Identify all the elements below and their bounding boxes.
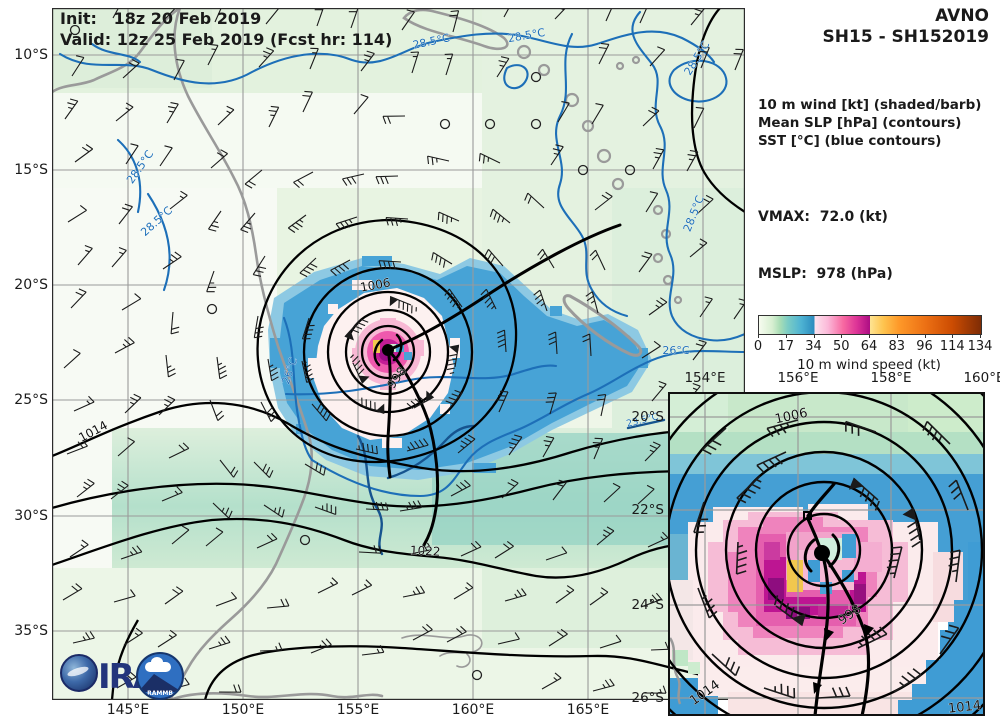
colorbar-tickmark xyxy=(758,334,759,338)
wind-colorbar xyxy=(758,315,982,335)
colorbar-tick-label: 64 xyxy=(860,339,878,354)
wind-barbs xyxy=(62,8,745,694)
inset-slp-contours xyxy=(668,392,985,716)
colorbar-tick-label: 96 xyxy=(916,339,933,354)
track-arrowheads xyxy=(813,624,874,694)
colorbar-title: 10 m wind speed (kt) xyxy=(797,357,941,373)
sst-label-8: 26°C xyxy=(662,344,689,357)
lat-tick-25s: 25°S xyxy=(14,392,48,408)
inset-cyclone-symbol xyxy=(803,533,841,573)
inset-lat-24s: 24°S xyxy=(631,597,665,613)
inset-coastline xyxy=(668,637,682,705)
lon-tick-145e: 145°E xyxy=(106,702,150,718)
cira-globe-icon xyxy=(60,654,98,692)
metrics-block: VMAX: 72.0 (kt) MSLP: 978 (hPa) xyxy=(758,170,998,322)
lat-tick-15s: 15°S xyxy=(14,162,48,178)
lon-tick-165e: 165°E xyxy=(566,702,610,718)
inset-lon-160e: 160°E xyxy=(963,370,1000,386)
model-name: AVNO xyxy=(935,6,989,26)
colorbar-tickmark xyxy=(980,334,981,338)
lon-tick-155e: 155°E xyxy=(336,702,380,718)
storm-track xyxy=(386,223,622,547)
colorbar-tickmark xyxy=(924,334,926,338)
inset-slp-label-1014b: 1014 xyxy=(947,698,981,716)
calm-wind-circles xyxy=(69,24,636,681)
slp-label-1006: 1006 xyxy=(359,276,392,295)
inset-lat-26s: 26°S xyxy=(631,690,665,706)
inset-wind-barbs xyxy=(693,419,969,699)
cloud-icon xyxy=(145,657,171,672)
lat-tick-20s: 20°S xyxy=(14,277,48,293)
colorbar-tick-label: 134 xyxy=(967,339,993,354)
colorbar-tick-label: 34 xyxy=(805,339,822,354)
lat-tick-30s: 30°S xyxy=(14,508,48,524)
colorbar-tickmark xyxy=(896,334,898,338)
mountain-icon xyxy=(138,674,182,692)
lat-tick-10s: 10°S xyxy=(14,47,48,63)
valid-time: Valid: 12z 25 Feb 2019 (Fcst hr: 114) xyxy=(60,30,393,49)
rammb-logo: RAMMB xyxy=(136,652,184,700)
colorbar-tickmark xyxy=(813,334,815,338)
slp-label-1022: 1022 xyxy=(410,543,441,559)
inset-lat-22s: 22°S xyxy=(631,502,665,518)
inset-lon-156e: 156°E xyxy=(777,370,819,386)
colorbar-tickmark xyxy=(785,334,787,338)
track-start-marker xyxy=(803,511,812,520)
vmax-value: VMAX: 72.0 (kt) xyxy=(758,209,888,225)
lon-tick-160e: 160°E xyxy=(451,702,495,718)
legend-sst: SST [°C] (blue contours) xyxy=(758,133,942,149)
colorbar-tick-label: 50 xyxy=(832,339,850,354)
colorbar-tick-label: 17 xyxy=(777,339,795,354)
colorbar-tickmark xyxy=(952,334,954,338)
inset-border xyxy=(668,392,985,716)
colorbar-tickmark xyxy=(841,334,843,338)
rammb-logo-text: RAMMB xyxy=(147,690,173,697)
storm-id: SH15 - SH152019 xyxy=(822,27,989,47)
cyclone-symbol xyxy=(373,333,403,367)
inset-lon-154e: 154°E xyxy=(684,370,726,386)
colorbar-tick-label: 83 xyxy=(888,339,906,354)
init-time: Init: 18z 20 Feb 2019 xyxy=(60,9,262,28)
inset-slp-label-1006: 1006 xyxy=(774,406,809,428)
main-map-border xyxy=(52,8,745,700)
legend-slp: Mean SLP [hPa] (contours) xyxy=(758,115,962,131)
colorbar-tickmark xyxy=(869,334,870,338)
inset-lat-20s: 20°S xyxy=(631,409,665,425)
inset-map: 1006 998 1014 1014 xyxy=(668,392,985,716)
mslp-value: MSLP: 978 (hPa) xyxy=(758,266,893,282)
lat-tick-35s: 35°S xyxy=(14,623,48,639)
colorbar-tick-label: 114 xyxy=(939,339,965,354)
inset-lon-158e: 158°E xyxy=(870,370,912,386)
colorbar-tick-label: 0 xyxy=(753,339,763,354)
lon-tick-150e: 150°E xyxy=(221,702,265,718)
legend-block: 10 m wind [kt] (shaded/barb) Mean SLP [h… xyxy=(758,96,998,150)
legend-wind: 10 m wind [kt] (shaded/barb) xyxy=(758,97,982,113)
